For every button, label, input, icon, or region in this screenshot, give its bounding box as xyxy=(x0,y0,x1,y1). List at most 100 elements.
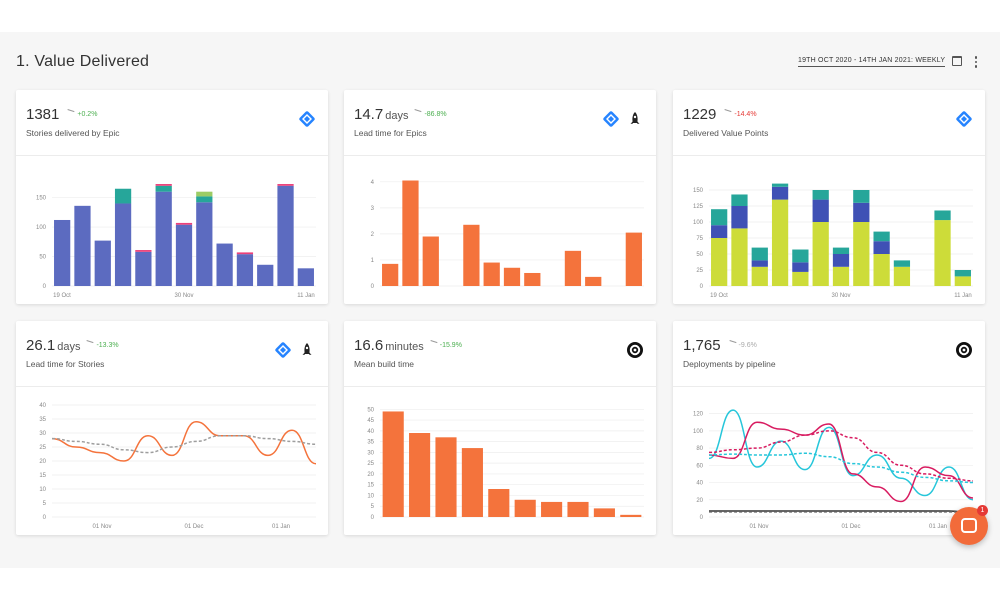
series-line[interactable] xyxy=(709,510,974,514)
bar[interactable] xyxy=(771,186,789,200)
bar[interactable] xyxy=(94,240,111,286)
bar[interactable] xyxy=(196,196,213,203)
series-line[interactable] xyxy=(51,421,317,465)
metric-subtitle: Lead time for Epics xyxy=(354,128,427,138)
bar[interactable] xyxy=(873,241,890,254)
bar[interactable] xyxy=(409,433,431,517)
bar[interactable] xyxy=(771,199,789,286)
chart: 0 5 10 15 20 25 30 35 40 45 50 xyxy=(367,407,644,521)
bar[interactable] xyxy=(564,250,582,286)
bar[interactable] xyxy=(771,183,789,187)
series-line[interactable] xyxy=(708,452,974,484)
more-options-icon[interactable] xyxy=(973,55,979,69)
bar[interactable] xyxy=(593,508,615,517)
bar[interactable] xyxy=(812,199,829,222)
series-line[interactable] xyxy=(709,511,974,514)
bar[interactable] xyxy=(277,185,294,286)
bar[interactable] xyxy=(812,190,829,200)
bar[interactable] xyxy=(792,271,809,286)
bar[interactable] xyxy=(155,184,172,186)
bar[interactable] xyxy=(832,266,850,286)
bar[interactable] xyxy=(541,501,563,517)
bar[interactable] xyxy=(934,220,951,286)
bar[interactable] xyxy=(463,224,480,286)
bar[interactable] xyxy=(731,194,748,206)
bar[interactable] xyxy=(382,411,404,517)
bar[interactable] xyxy=(435,437,457,517)
bar[interactable] xyxy=(853,190,870,203)
x-tick-label: 01 Jan xyxy=(272,524,290,530)
bar[interactable] xyxy=(236,254,254,286)
bar[interactable] xyxy=(711,209,728,226)
bar[interactable] xyxy=(812,222,829,286)
bar[interactable] xyxy=(277,184,294,186)
bar[interactable] xyxy=(175,224,193,286)
bar[interactable] xyxy=(74,205,91,286)
series-line[interactable] xyxy=(51,435,317,454)
bar[interactable] xyxy=(567,501,589,517)
bar[interactable] xyxy=(832,254,850,267)
bar[interactable] xyxy=(711,238,728,286)
bar[interactable] xyxy=(402,180,419,286)
bar[interactable] xyxy=(934,210,951,221)
series-line[interactable] xyxy=(708,409,974,501)
bar[interactable] xyxy=(524,272,541,286)
bar[interactable] xyxy=(751,260,768,267)
bar[interactable] xyxy=(114,203,132,286)
bar[interactable] xyxy=(711,225,728,238)
bar[interactable] xyxy=(893,266,911,286)
bar[interactable] xyxy=(620,514,642,517)
bar[interactable] xyxy=(853,222,870,286)
bar[interactable] xyxy=(175,222,193,225)
metric-card[interactable]: 14.7 days -86.8% Lead time for Epics 0 1 2 3 4 xyxy=(344,90,656,304)
bar[interactable] xyxy=(954,270,971,277)
bar[interactable] xyxy=(853,202,870,222)
bar[interactable] xyxy=(155,191,172,286)
bar[interactable] xyxy=(893,260,911,267)
bar[interactable] xyxy=(873,254,890,286)
bar[interactable] xyxy=(135,251,152,286)
bar[interactable] xyxy=(54,219,71,286)
chat-button[interactable] xyxy=(950,507,988,545)
bar[interactable] xyxy=(196,202,213,286)
bar[interactable] xyxy=(792,249,809,263)
bar[interactable] xyxy=(488,489,510,517)
trend-icon xyxy=(414,109,422,115)
bar[interactable] xyxy=(832,247,850,254)
metric-card[interactable]: 1229 -14.4% Delivered Value Points 0 25 50 75 1… xyxy=(673,90,985,304)
metric-unit: days xyxy=(57,341,81,353)
metric-card[interactable]: 1,765 -9.6% Deployments by pipeline 0 20 40 60… xyxy=(673,321,985,535)
bar[interactable] xyxy=(236,252,254,255)
bar[interactable] xyxy=(873,231,890,242)
date-range-selector[interactable]: 19TH OCT 2020 - 14TH JAN 2021: WEEKLY xyxy=(798,57,946,67)
bar[interactable] xyxy=(625,232,642,286)
bar[interactable] xyxy=(483,262,500,286)
bar[interactable] xyxy=(751,266,768,286)
y-tick-label: 0 xyxy=(371,515,375,521)
y-tick-label: 20 xyxy=(696,498,703,504)
metric-card[interactable]: 1381 +0.2% Stories delivered by Epic 0 50 100… xyxy=(16,90,328,304)
metric-card[interactable]: 16.6 minutes -15.9% Mean build time 0 5 10 15 20… xyxy=(344,321,656,535)
bar[interactable] xyxy=(216,243,233,286)
bar[interactable] xyxy=(135,250,152,252)
bar[interactable] xyxy=(155,185,172,192)
bar[interactable] xyxy=(585,276,602,286)
bar[interactable] xyxy=(792,262,809,272)
series-line[interactable] xyxy=(708,430,974,482)
bar[interactable] xyxy=(257,264,274,286)
bar[interactable] xyxy=(514,499,536,517)
bar[interactable] xyxy=(461,448,483,517)
bar[interactable] xyxy=(731,228,748,286)
bar[interactable] xyxy=(503,267,521,286)
series-line[interactable] xyxy=(708,421,974,503)
bar[interactable] xyxy=(382,263,399,286)
bar[interactable] xyxy=(196,191,213,197)
bar[interactable] xyxy=(422,236,439,286)
bar[interactable] xyxy=(751,247,768,261)
bar[interactable] xyxy=(297,268,314,286)
bar[interactable] xyxy=(954,276,971,286)
bar[interactable] xyxy=(114,188,132,204)
calendar-icon[interactable] xyxy=(952,56,962,66)
bar[interactable] xyxy=(731,206,748,229)
metric-card[interactable]: 26.1 days -13.3% Lead time for Stories 0 5 10 1… xyxy=(16,321,328,535)
